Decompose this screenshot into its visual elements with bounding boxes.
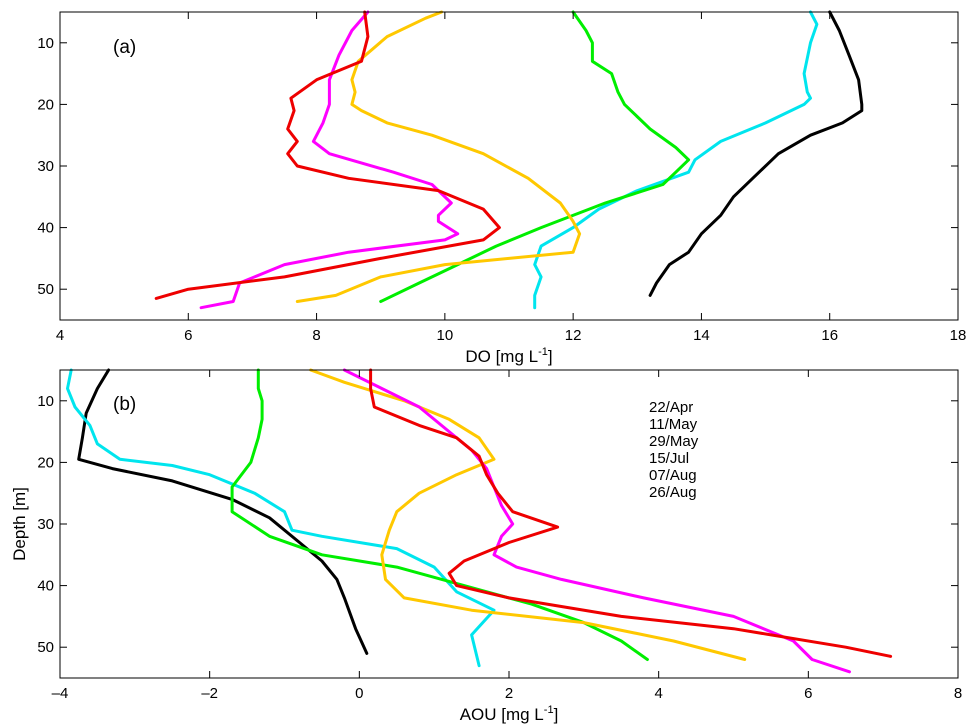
legend-entry-22-apr: 22/Apr (649, 399, 693, 416)
panel-b-series (66, 368, 893, 674)
legend-entry-29-may: 29/May (649, 433, 699, 450)
panel-b-x-axis-label-sup: -1 (544, 704, 554, 716)
y-tick-label: 40 (37, 220, 54, 237)
series-line-26-aug (154, 10, 501, 300)
y-tick-label: 40 (37, 578, 54, 595)
panel-a-axes-box (59, 11, 959, 321)
x-tick-label: 10 (437, 327, 454, 344)
panel-b-axes-box (59, 369, 959, 679)
series-line-29-may (230, 368, 649, 661)
panel-a-label: (a) (113, 37, 136, 58)
legend-entry-15-jul: 15/Jul (649, 450, 689, 467)
depth-axis-label: Depth [m] (10, 487, 29, 561)
legend-entry-11-may: 11/May (649, 416, 698, 433)
series-line-11-may (66, 368, 496, 668)
y-tick-label: 50 (37, 281, 54, 298)
y-tick-label: 20 (37, 96, 54, 113)
x-tick-label: –2 (201, 685, 218, 702)
y-tick-label: 10 (37, 35, 54, 52)
x-tick-label: 6 (804, 685, 812, 702)
series-line-11-may (533, 10, 819, 310)
series-line-15-jul (309, 368, 747, 661)
series-line-07-aug (199, 10, 460, 310)
panel-a-x-axis-label-sup: -1 (538, 346, 548, 358)
x-tick-label: 16 (821, 327, 838, 344)
y-tick-label: 30 (37, 516, 54, 533)
x-tick-label: –4 (52, 685, 69, 702)
x-tick-label: 4 (654, 685, 662, 702)
panel-a-series (154, 10, 864, 310)
x-tick-label: 0 (355, 685, 363, 702)
x-tick-label: 18 (950, 327, 967, 344)
panel-b: –4 –2 0 2 4 6 8 10 20 30 40 50 (b) AOU [mg L-1] Dep… (10, 368, 962, 724)
series-line-07-aug (342, 368, 851, 674)
series-line-29-may (379, 10, 691, 303)
y-tick-label: 20 (37, 454, 54, 471)
y-tick-label: 50 (37, 639, 54, 656)
panel-a-x-axis-label-end: ] (548, 347, 553, 366)
legend-entry-07-aug: 07/Aug (649, 467, 697, 484)
y-tick-label: 30 (37, 158, 54, 175)
panel-a-x-axis-label-main: DO [mg L (465, 347, 538, 366)
panel-b-x-axis-label-main: AOU [mg L (460, 705, 544, 724)
legend-entry-26-aug: 26/Aug (649, 484, 697, 501)
x-tick-label: 8 (312, 327, 320, 344)
panel-a-ticks: 4 6 8 10 12 14 16 18 10 20 30 40 50 (37, 12, 966, 344)
x-tick-label: 6 (184, 327, 192, 344)
panel-b-x-axis-label: AOU [mg L-1] (460, 704, 559, 724)
panel-a: 4 6 8 10 12 14 16 18 10 20 30 40 50 (a) DO [mg L-1] (37, 10, 966, 366)
x-tick-label: 2 (505, 685, 513, 702)
x-tick-label: 8 (954, 685, 962, 702)
x-tick-label: 12 (565, 327, 582, 344)
y-tick-label: 10 (37, 393, 54, 410)
series-line-22-apr (648, 10, 864, 297)
series-line-26-aug (369, 368, 893, 658)
panel-b-x-axis-label-end: ] (554, 705, 559, 724)
x-tick-label: 4 (56, 327, 64, 344)
panel-b-label: (b) (113, 394, 136, 415)
panel-a-x-axis-label: DO [mg L-1] (465, 346, 552, 366)
x-tick-label: 14 (693, 327, 710, 344)
series-line-15-jul (295, 10, 582, 303)
panel-b-ticks: –4 –2 0 2 4 6 8 10 20 30 40 50 (37, 370, 962, 702)
